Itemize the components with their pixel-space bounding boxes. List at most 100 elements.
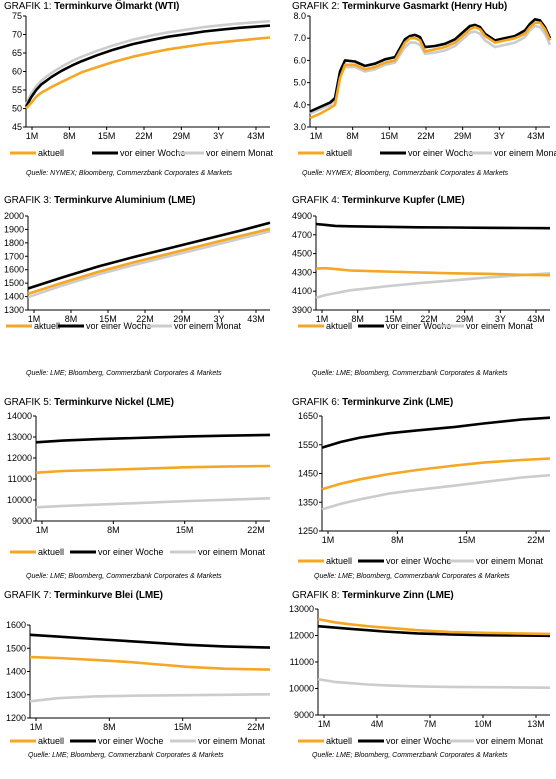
- x-tick-label: 4M: [371, 719, 384, 729]
- chart-source: Quelle: LME; Bloomberg, Commerzbank Corp…: [28, 752, 224, 759]
- legend-label-vor-einer-woche: vor einer Woche: [86, 321, 151, 331]
- series-line-vor-einer-woche: [27, 221, 271, 290]
- series-line-vor-einer-woche: [321, 416, 551, 449]
- x-tick-label: 3Y: [494, 131, 505, 141]
- chart-title-text: Terminkurve Aluminium (LME): [54, 195, 196, 206]
- chart-title-prefix: GRAFIK 3:: [4, 195, 52, 206]
- legend-label-vor-einer-woche: vor einer Woche: [120, 148, 185, 158]
- chart-panel-2: GRAFIK 2: Terminkurve Gasmarkt (Henry Hu…: [288, 0, 556, 190]
- y-tick-label: 1600: [6, 620, 26, 630]
- series-line-vor-einem-monat: [27, 230, 271, 299]
- series-line-vor-einer-woche: [317, 624, 551, 638]
- y-tick-label: 13000: [7, 432, 32, 442]
- x-tick-label: 1M: [36, 525, 49, 535]
- x-tick-label: 22M: [420, 314, 438, 324]
- x-tick-label: 15M: [176, 525, 194, 535]
- legend-label-aktuell: aktuell: [34, 321, 60, 331]
- series-line-vor-einer-woche: [309, 17, 552, 113]
- chart-svg: 1200 1300 1400 1500 1600 1M 8M 15M 22M aktuell vor…: [6, 620, 271, 746]
- y-tick-label: 3900: [292, 305, 312, 315]
- series-line-aktuell: [315, 266, 551, 277]
- x-tick-label: 43M: [247, 314, 265, 324]
- chart-panel-7: GRAFIK 7: Terminkurve Blei (LME) 1200 130…: [0, 589, 278, 779]
- x-tick-label: 15M: [99, 314, 117, 324]
- x-tick-label: 22M: [417, 131, 435, 141]
- legend-label-aktuell: aktuell: [326, 321, 352, 331]
- legend-label-vor-einem-monat: vor einem Monat: [476, 736, 544, 746]
- y-tick-label: 4100: [292, 286, 312, 296]
- legend-label-vor-einer-woche: vor einer Woche: [408, 148, 473, 158]
- y-tick-label: 4900: [292, 211, 312, 221]
- chart-title: GRAFIK 1: Terminkurve Ölmarkt (WTI): [4, 1, 179, 12]
- y-tick-label: 14000: [7, 411, 32, 421]
- legend-label-aktuell: aktuell: [38, 547, 64, 557]
- series-line-vor-einem-monat: [29, 693, 271, 703]
- x-tick-label: 3Y: [495, 314, 506, 324]
- x-tick-label: 43M: [527, 131, 545, 141]
- x-tick-label: 8M: [351, 314, 364, 324]
- series-line-vor-einer-woche: [29, 633, 271, 649]
- y-tick-label: 75: [12, 11, 22, 21]
- series-line-vor-einer-woche: [315, 222, 551, 230]
- y-tick-label: 55: [12, 85, 22, 95]
- chart-panel-8: GRAFIK 8: Terminkurve Zinn (LME) 9000 100…: [288, 589, 556, 779]
- chart-title: GRAFIK 3: Terminkurve Aluminium (LME): [4, 195, 195, 206]
- y-tick-label: 8.0: [293, 11, 306, 21]
- chart-title: GRAFIK 8: Terminkurve Zinn (LME): [292, 590, 454, 601]
- legend-label-vor-einer-woche: vor einer Woche: [98, 736, 163, 746]
- y-tick-label: 6.0: [293, 55, 306, 65]
- x-tick-label: 1M: [26, 131, 39, 141]
- chart-title-prefix: GRAFIK 6:: [292, 397, 340, 408]
- x-tick-label: 13M: [527, 719, 545, 729]
- chart-title-prefix: GRAFIK 8:: [292, 590, 340, 601]
- x-tick-label: 8M: [391, 535, 404, 545]
- x-tick-label: 43M: [247, 131, 265, 141]
- y-tick-label: 9000: [12, 516, 32, 526]
- x-tick-label: 8M: [107, 525, 120, 535]
- legend-label-vor-einer-woche: vor einer Woche: [386, 736, 451, 746]
- x-tick-label: 22M: [247, 722, 265, 732]
- y-tick-label: 1400: [6, 667, 26, 677]
- y-tick-label: 3.0: [293, 122, 306, 132]
- x-tick-label: 22M: [135, 131, 153, 141]
- x-tick-label: 1M: [30, 722, 43, 732]
- chart-svg: 45 50 55 60 65 70 75 1M 8M 15M 22M 29M 3Y 43M aktuell v…: [10, 11, 274, 158]
- series-line-vor-einem-monat: [24, 19, 271, 106]
- x-tick-label: 1M: [322, 535, 335, 545]
- x-tick-label: 29M: [456, 314, 474, 324]
- chart-panel-3: GRAFIK 3: Terminkurve Aluminium (LME) 13…: [0, 194, 278, 384]
- legend-label-aktuell: aktuell: [326, 148, 352, 158]
- series-line-vor-einem-monat: [35, 497, 271, 509]
- y-tick-label: 10000: [7, 495, 32, 505]
- chart-title-prefix: GRAFIK 1:: [4, 1, 52, 12]
- y-tick-label: 1700: [4, 251, 24, 261]
- y-tick-label: 1200: [6, 713, 26, 723]
- legend-label-aktuell: aktuell: [38, 148, 64, 158]
- chart-title-prefix: GRAFIK 5:: [4, 397, 52, 408]
- chart-title: GRAFIK 4: Terminkurve Kupfer (LME): [292, 195, 465, 206]
- y-tick-label: 1800: [4, 238, 24, 248]
- x-tick-label: 8M: [346, 131, 359, 141]
- x-tick-label: 15M: [385, 314, 403, 324]
- chart-title-text: Terminkurve Zinn (LME): [342, 590, 454, 601]
- chart-title-text: Terminkurve Blei (LME): [54, 590, 163, 601]
- series-line-vor-einer-woche: [35, 433, 271, 444]
- x-tick-label: 3Y: [213, 131, 224, 141]
- y-tick-label: 1650: [298, 411, 318, 421]
- y-tick-label: 12000: [289, 631, 314, 641]
- legend-label-aktuell: aktuell: [38, 736, 64, 746]
- y-tick-label: 11000: [8, 474, 32, 484]
- x-tick-label: 22M: [136, 314, 154, 324]
- y-tick-label: 4.0: [293, 100, 306, 110]
- legend-label-aktuell: aktuell: [326, 736, 352, 746]
- chart-title: GRAFIK 7: Terminkurve Blei (LME): [4, 590, 163, 601]
- y-tick-label: 45: [12, 122, 22, 132]
- y-tick-label: 13000: [289, 604, 314, 614]
- series-line-aktuell: [29, 655, 271, 671]
- x-tick-label: 15M: [174, 722, 192, 732]
- legend-label-vor-einem-monat: vor einem Monat: [198, 736, 266, 746]
- y-tick-label: 12000: [7, 453, 32, 463]
- y-tick-label: 1250: [298, 526, 318, 536]
- x-tick-label: 29M: [454, 131, 472, 141]
- chart-title-prefix: GRAFIK 4:: [292, 195, 340, 206]
